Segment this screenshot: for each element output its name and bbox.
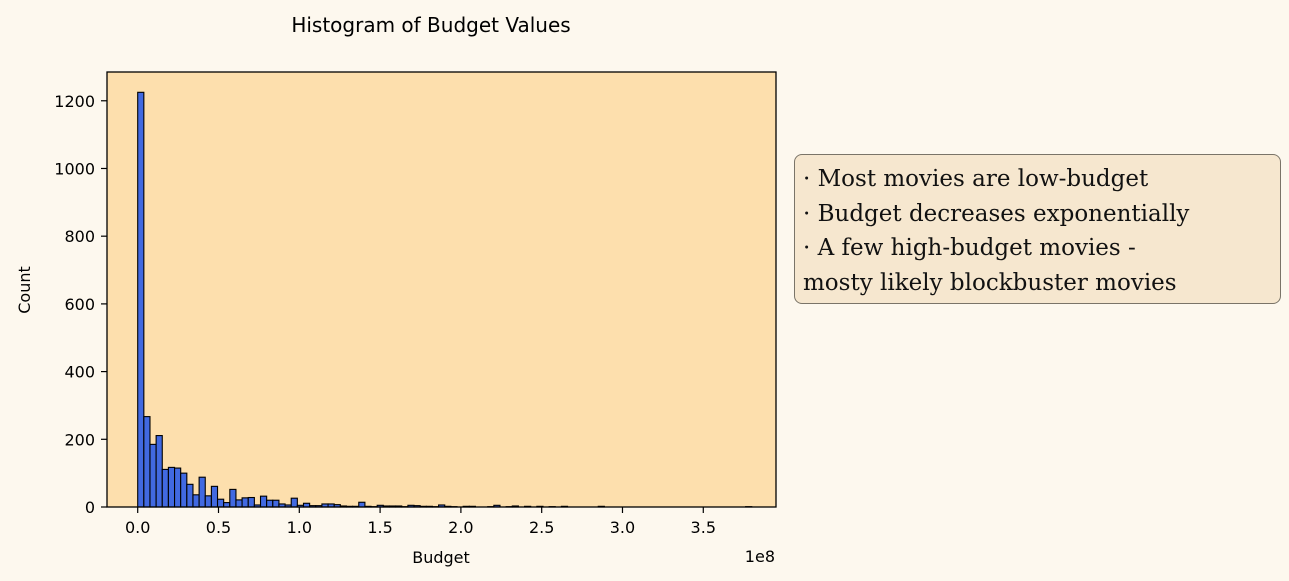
- histogram-bar: [180, 472, 188, 508]
- histogram-bar: [173, 467, 182, 508]
- x-axis-label: Budget: [412, 548, 470, 567]
- histogram-bar: [216, 498, 225, 508]
- histogram-bar: [358, 501, 366, 508]
- histogram-bar: [241, 497, 249, 508]
- plot-area: [107, 72, 776, 507]
- x-tick-label: 1.0: [287, 518, 312, 537]
- annotation-line: · A few high-budget movies -: [803, 235, 1136, 261]
- y-axis-ticks: 0 200 400 600 800 1000 1200: [54, 92, 107, 517]
- histogram-bar: [149, 443, 157, 508]
- histogram-bar: [204, 495, 212, 508]
- histogram-bar: [198, 476, 206, 508]
- annotation-line: mosty likely blockbuster movies: [803, 269, 1177, 296]
- histogram-bar: [192, 494, 200, 508]
- histogram-bar: [137, 91, 145, 508]
- histogram-bar: [210, 485, 219, 508]
- histogram-bar: [272, 499, 280, 508]
- y-axis-label: Count: [15, 266, 34, 314]
- histogram-bar: [167, 466, 176, 508]
- x-axis-offset-label: 1e8: [745, 547, 775, 566]
- x-tick-label: 1.5: [367, 518, 392, 537]
- histogram-bar: [143, 416, 151, 508]
- y-tick-label: 600: [64, 295, 95, 314]
- histogram-bar: [229, 488, 237, 508]
- annotation-line: · Most movies are low-budget: [803, 166, 1149, 192]
- plot-frame: [106, 71, 777, 508]
- histogram-bar: [290, 497, 298, 508]
- x-tick-label: 0.0: [125, 518, 150, 537]
- histogram-bar: [161, 468, 169, 508]
- histogram-bar: [266, 499, 274, 508]
- histogram-bar: [223, 502, 231, 508]
- x-tick-label: 0.5: [206, 518, 231, 537]
- chart-title: Histogram of Budget Values: [291, 13, 570, 37]
- x-tick-label: 2.0: [448, 518, 473, 537]
- y-tick-label: 200: [64, 430, 95, 449]
- y-tick-label: 1200: [54, 92, 95, 111]
- y-tick-label: 1000: [54, 159, 95, 178]
- x-tick-label: 3.5: [691, 518, 716, 537]
- histogram-bar: [259, 495, 268, 508]
- annotation-line: · Budget decreases exponentially: [803, 200, 1190, 227]
- annotation-box: · Most movies are low-budget · Budget de…: [794, 154, 1281, 304]
- x-tick-label: 2.5: [529, 518, 554, 537]
- y-tick-label: 400: [64, 363, 95, 382]
- histogram-bar: [155, 435, 163, 508]
- x-axis-ticks: 0.0 0.5 1.0 1.5 2.0 2.5 3.0 3.5: [125, 507, 716, 537]
- histogram-bar: [186, 483, 194, 508]
- y-tick-label: 800: [64, 227, 95, 246]
- y-tick-label: 0: [85, 498, 95, 517]
- histogram-bar: [235, 499, 243, 508]
- x-tick-label: 3.0: [610, 518, 635, 537]
- histogram-bar: [247, 496, 255, 508]
